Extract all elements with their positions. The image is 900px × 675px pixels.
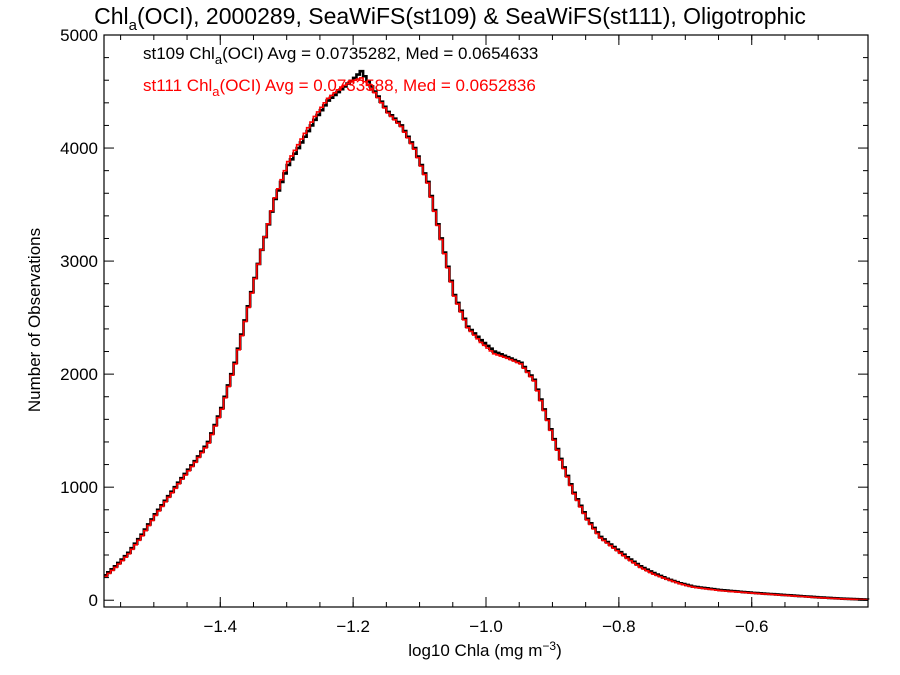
x-tick-label: −1.2 xyxy=(336,617,370,636)
y-tick-label: 4000 xyxy=(60,139,98,158)
x-tick-label: −0.8 xyxy=(602,617,636,636)
stats-line-st109: st109 Chla(OCI) Avg = 0.0735282, Med = 0… xyxy=(143,44,538,67)
y-tick-label: 2000 xyxy=(60,365,98,384)
y-axis-label: Number of Observations xyxy=(25,228,44,412)
series-line-st109 xyxy=(104,69,870,601)
chart-title: Chla(OCI), 2000289, SeaWiFS(st109) & Sea… xyxy=(94,3,806,34)
plot-frame xyxy=(103,34,869,608)
series-line-st111 xyxy=(104,77,869,601)
y-tick-label: 0 xyxy=(89,591,98,610)
plot-area: −1.4 −1.2 −1.0 −0.8 −0.6 0 1000 2000 3000 4000 500… xyxy=(60,26,870,636)
x-tick-label: −1.0 xyxy=(469,617,503,636)
x-axis-label: log10 Chla (mg m−3) xyxy=(408,639,562,660)
y-tick-label: 3000 xyxy=(60,252,98,271)
x-tick-label: −1.4 xyxy=(203,617,237,636)
y-tick-label: 5000 xyxy=(60,26,98,45)
x-tick-label: −0.6 xyxy=(735,617,769,636)
stats-line-st111: st111 Chla(OCI) Avg = 0.0733588, Med = 0… xyxy=(143,76,536,99)
y-tick-label: 1000 xyxy=(60,478,98,497)
